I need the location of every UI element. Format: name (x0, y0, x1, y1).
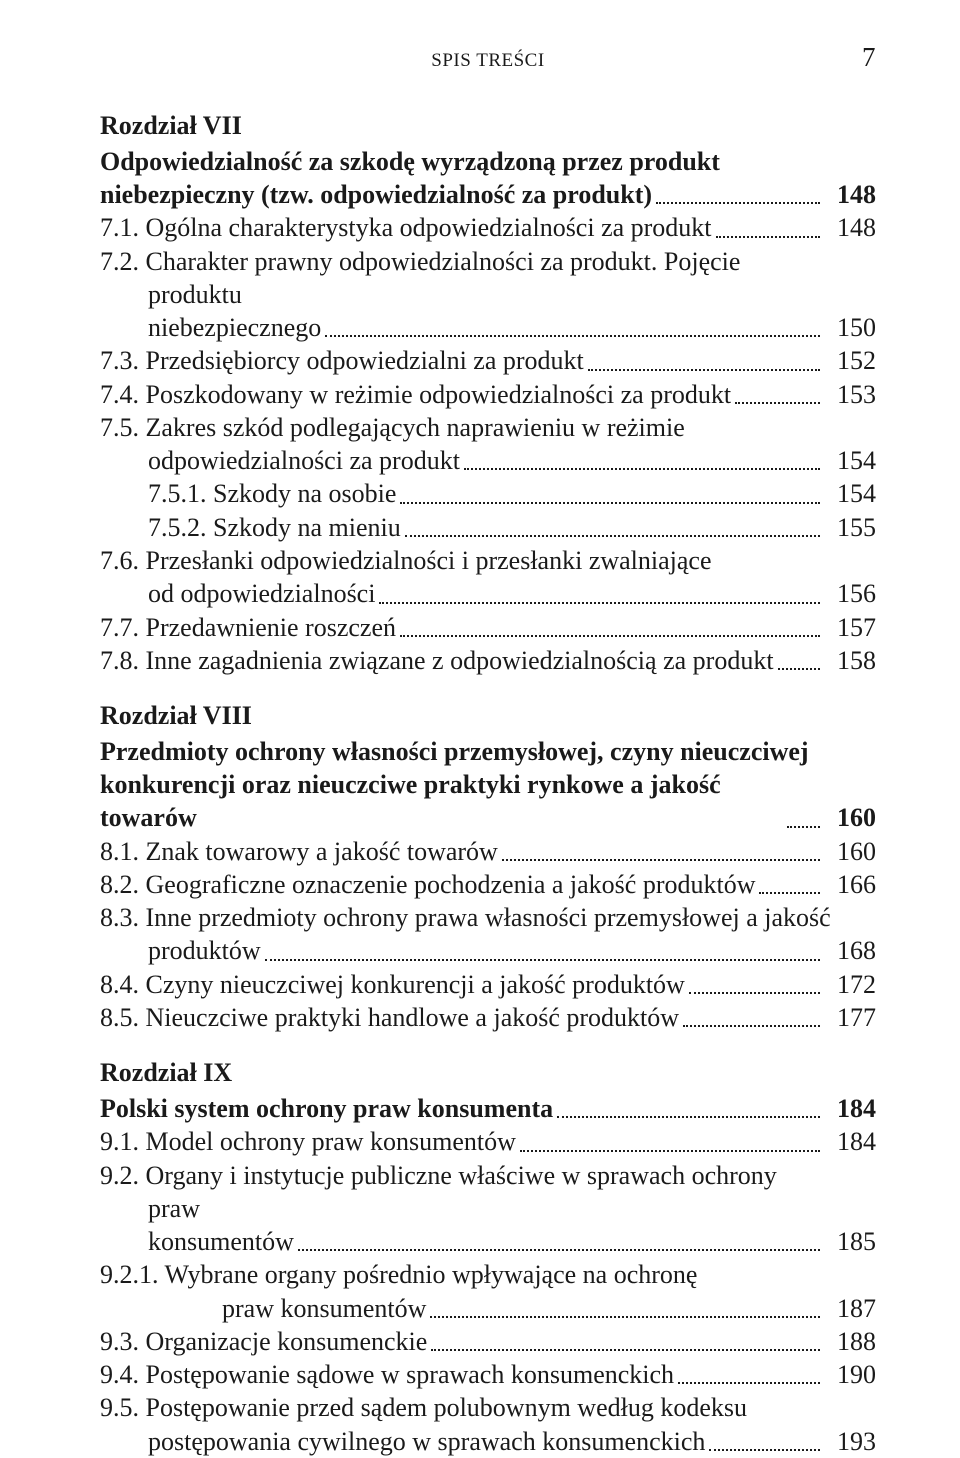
toc-entry-7-6-l2: od odpowiedzialności (100, 577, 375, 610)
chapter-8-label: Rozdział VIII (100, 699, 876, 733)
toc-entry-8-3-l2: produktów (100, 934, 261, 967)
chapter-7-title-line1: Odpowiedzialność za szkodę wyrządzoną pr… (100, 145, 876, 178)
chapter-8-title-line2: konkurencji oraz nieuczciwe praktyki ryn… (100, 768, 783, 835)
chapter-9-block: Rozdział IX Polski system ochrony praw k… (100, 1056, 876, 1458)
running-header: SPIS TREŚCI 7 (100, 42, 876, 73)
toc-entry-7-2-l2: niebezpiecznego (100, 311, 321, 344)
toc-entry-9-2-l2: konsumentów (100, 1225, 294, 1258)
toc-entry-7-8: 7.8. Inne zagadnienia związane z odpowie… (100, 644, 774, 677)
chapter-8-title-line1: Przedmioty ochrony własności przemysłowe… (100, 735, 876, 768)
toc-entry-7-2-l1: 7.2. Charakter prawny odpowiedzialności … (100, 245, 831, 312)
chapter-7-block: Rozdział VII Odpowiedzialność za szkodę … (100, 109, 876, 677)
toc-entry-8-3-l1: 8.3. Inne przedmioty ochrony prawa własn… (100, 901, 831, 934)
chapter-8-page: 160 (824, 801, 876, 834)
toc-entry-7-4: 7.4. Poszkodowany w reżimie odpowiedzial… (100, 378, 731, 411)
toc-entry-8-1: 8.1. Znak towarowy a jakość towarów (100, 835, 498, 868)
toc-entry-7-1: 7.1. Ogólna charakterystyka odpowiedzial… (100, 211, 712, 244)
toc-entry-7-3: 7.3. Przedsiębiorcy odpowiedzialni za pr… (100, 344, 584, 377)
chapter-8-block: Rozdział VIII Przedmioty ochrony własnoś… (100, 699, 876, 1034)
toc-entry-9-5-l1: 9.5. Postępowanie przed sądem polubownym… (100, 1391, 747, 1424)
header-title: SPIS TREŚCI (140, 50, 836, 72)
toc-entry-7-5-l1: 7.5. Zakres szkód podlegających naprawie… (100, 411, 685, 444)
toc-entry-7-5-2: 7.5.2. Szkody na mieniu (100, 511, 401, 544)
toc-entry-7-5-l2: odpowiedzialności za produkt (100, 444, 460, 477)
header-page-number: 7 (836, 42, 876, 73)
toc-entry-9-5-l2: postępowania cywilnego w sprawach konsum… (100, 1425, 705, 1458)
chapter-7-title-line2: niebezpieczny (tzw. odpowiedzialność za … (100, 178, 652, 211)
toc-entry-9-2-1-l2: praw konsumentów (100, 1292, 426, 1325)
toc-entry-8-5: 8.5. Nieuczciwe praktyki handlowe a jako… (100, 1001, 679, 1034)
chapter-9-page: 184 (824, 1092, 876, 1125)
toc-entry-8-2: 8.2. Geograficzne oznaczenie pochodzenia… (100, 868, 755, 901)
chapter-7-label: Rozdział VII (100, 109, 876, 143)
toc-entry-9-4: 9.4. Postępowanie sądowe w sprawach kons… (100, 1358, 674, 1391)
toc-entry-9-3: 9.3. Organizacje konsumenckie (100, 1325, 427, 1358)
chapter-9-title: Polski system ochrony praw konsumenta (100, 1092, 553, 1125)
chapter-7-page: 148 (824, 178, 876, 211)
toc-entry-9-2-1-l1: 9.2.1. Wybrane organy pośrednio wpływają… (100, 1258, 697, 1291)
leader-dots (656, 201, 820, 204)
toc-entry-7-7: 7.7. Przedawnienie roszczeń (100, 611, 396, 644)
toc-entry-9-2-l1: 9.2. Organy i instytucje publiczne właśc… (100, 1159, 831, 1226)
toc-page: SPIS TREŚCI 7 Rozdział VII Odpowiedzialn… (0, 0, 960, 1417)
toc-entry-8-4: 8.4. Czyny nieuczciwej konkurencji a jak… (100, 968, 685, 1001)
toc-entry-9-1: 9.1. Model ochrony praw konsumentów (100, 1125, 516, 1158)
toc-entry-7-5-1: 7.5.1. Szkody na osobie (100, 477, 396, 510)
toc-entry-7-6-l1: 7.6. Przesłanki odpowiedzialności i prze… (100, 544, 712, 577)
chapter-9-label: Rozdział IX (100, 1056, 876, 1090)
